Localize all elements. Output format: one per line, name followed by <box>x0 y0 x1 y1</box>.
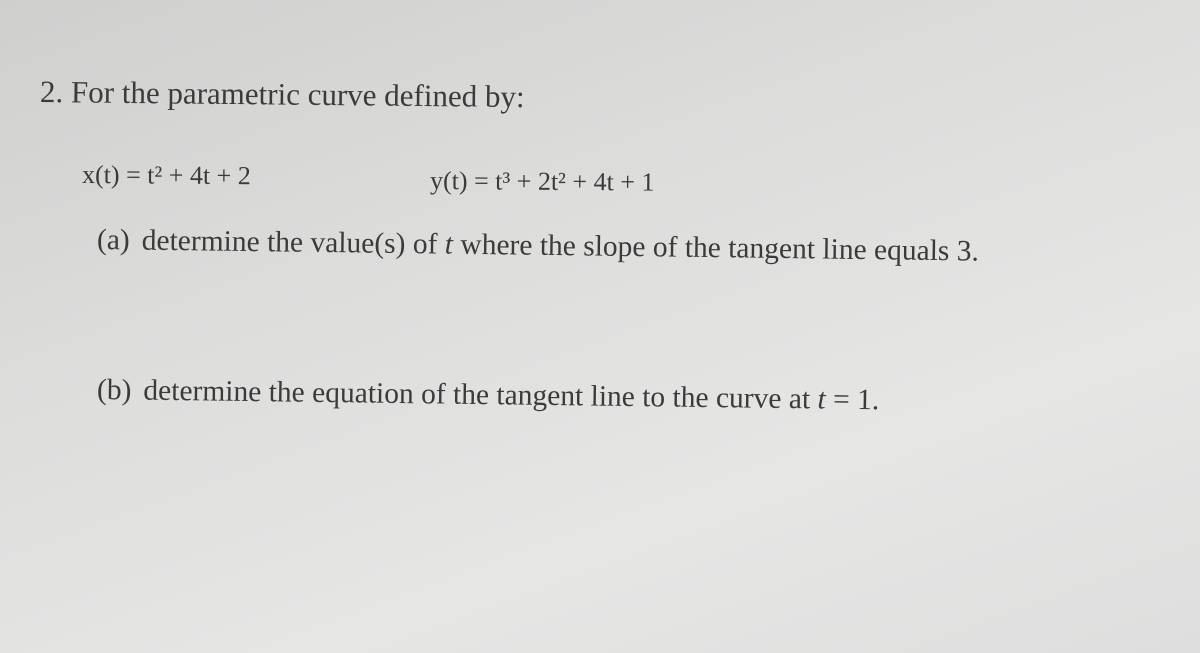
equation: x(t) = t² + 4t + 2 <box>81 160 251 191</box>
part-label: (a) <box>96 224 130 257</box>
part-text: determine the value(s) of <box>141 224 446 261</box>
part-label: (b) <box>96 374 132 407</box>
part-text: determine the equation of the tangent li… <box>143 374 818 416</box>
part: (b) determine the equation of the tangent… <box>97 374 880 417</box>
equation: y(t) = t³ + 2t² + 4t + 1 <box>429 166 655 197</box>
problem-number: 2. <box>39 74 64 110</box>
part-text: = 1. <box>825 383 880 417</box>
problem-intro: For the parametric curve defined by: <box>70 74 525 115</box>
problem-heading: 2. For the parametric curve defined by: <box>40 74 525 115</box>
part: (a) determine the value(s) of t where the… <box>97 224 979 269</box>
part-text: where the slope of the tangent line equa… <box>452 228 980 268</box>
